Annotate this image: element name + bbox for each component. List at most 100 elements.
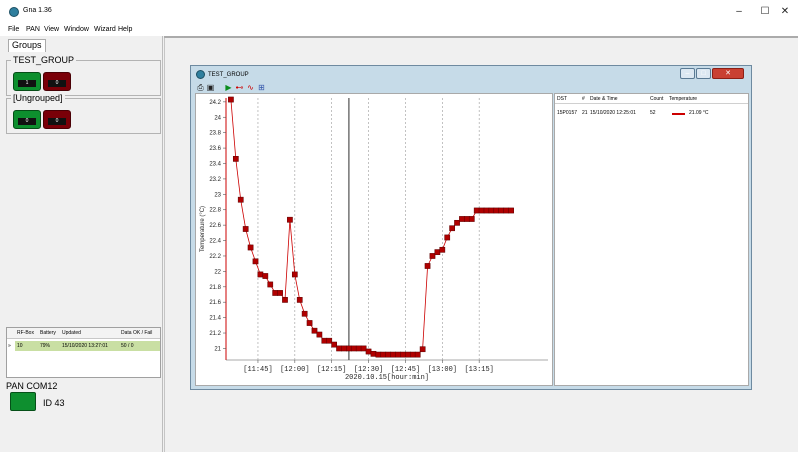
data-point	[503, 207, 510, 214]
y-tick-label: 23.8	[209, 131, 221, 137]
save-icon[interactable]: ▣	[206, 83, 215, 92]
col-dst[interactable]: DST	[557, 96, 567, 102]
chart-icon[interactable]: ⊞	[258, 83, 265, 92]
rfbox-table-header: RF-Box Battery Updated Data OK / Fail	[7, 328, 160, 339]
data-point	[247, 244, 254, 251]
data-point	[326, 337, 333, 344]
data-point	[360, 345, 367, 352]
table-row[interactable]: 15P0157 21 15/10/2020 12:25:01 52 21.09 …	[555, 108, 748, 118]
data-point	[380, 351, 387, 358]
printer-icon[interactable]: ⎙	[197, 83, 204, 92]
pan-status-tile[interactable]	[10, 392, 36, 411]
menu-file[interactable]: File	[8, 26, 20, 33]
data-point	[473, 207, 480, 214]
fail-count: 0	[48, 118, 66, 125]
group-box-ungrouped: [Ungrouped] 0 0	[6, 93, 161, 134]
data-point	[282, 297, 288, 303]
readings-table-header: DST # Date & Time Count Temperature	[555, 94, 748, 104]
table-row[interactable]: » 10 79% 15/10/2020 13:27:01 50 / 0	[7, 341, 160, 351]
close-button[interactable]: ✕	[780, 6, 790, 17]
data-point	[414, 351, 421, 358]
menu-view[interactable]: View	[44, 26, 60, 33]
data-point	[459, 216, 465, 222]
data-point	[242, 226, 249, 232]
x-tick-label: [12:00]	[280, 366, 309, 374]
group-box-test-group: TEST_GROUP 1 0	[6, 55, 161, 96]
col-num[interactable]: #	[582, 96, 585, 102]
cell-updated: 15/10/2020 13:27:01	[62, 343, 108, 349]
data-point	[341, 345, 347, 352]
app-logo-icon	[9, 7, 19, 17]
data-point	[429, 253, 436, 259]
readings-table: DST # Date & Time Count Temperature 15P0…	[554, 93, 749, 386]
data-point	[439, 246, 446, 253]
cell-data: 50 / 0	[121, 343, 134, 349]
curve-icon[interactable]: ∿	[247, 83, 254, 92]
data-point	[454, 219, 460, 226]
play-icon[interactable]: ▶	[225, 83, 232, 92]
data-point	[498, 207, 505, 214]
series-line	[230, 99, 512, 356]
chart-window-title: TEST_GROUP	[208, 72, 249, 78]
y-tick-label: 23.4	[209, 162, 221, 168]
chart-window-titlebar[interactable]: TEST_GROUP – □ ✕	[191, 66, 751, 80]
menu-wizard[interactable]: Wizard	[94, 26, 116, 33]
group-fail-tile[interactable]: 0	[43, 110, 71, 129]
col-temperature[interactable]: Temperature	[669, 96, 698, 102]
marker-line-icon[interactable]: ⊷	[235, 83, 244, 92]
data-point	[478, 207, 485, 214]
data-point	[449, 225, 455, 232]
group-fail-tile[interactable]: 0	[43, 72, 71, 91]
data-point	[346, 345, 352, 352]
app-title: Gna 1.36	[23, 7, 52, 14]
data-point	[400, 351, 406, 358]
cell-count: 52	[650, 110, 656, 116]
col-data[interactable]: Data OK / Fail	[121, 330, 153, 336]
cell-rfbox: 10	[17, 343, 23, 349]
minimize-button[interactable]: –	[736, 6, 742, 17]
data-point	[350, 345, 357, 352]
temperature-chart[interactable]: [11:45] [12:00] [12:15] [12:30] [12:45] [13:0…	[196, 94, 552, 385]
col-datetime[interactable]: Date & Time	[590, 96, 618, 102]
data-point	[306, 320, 313, 326]
x-tick-label: [13:00]	[428, 366, 457, 374]
chart-window: TEST_GROUP – □ ✕ ⎙ ▣ ▶ ⊷ ∿ ⊞ [11:45] [12:…	[190, 65, 752, 390]
col-battery[interactable]: Battery	[40, 330, 56, 336]
menu-help[interactable]: Help	[118, 26, 133, 33]
col-updated[interactable]: Updated	[62, 330, 81, 336]
chart-area[interactable]: [11:45] [12:00] [12:15] [12:30] [12:45] [13:0…	[195, 93, 553, 386]
data-point	[464, 216, 470, 222]
group-ok-tile[interactable]: 0	[13, 110, 41, 129]
pan-title: PAN COM12	[6, 381, 58, 391]
chart-close-button[interactable]: ✕	[712, 68, 744, 79]
y-axis-label: Temperature (°C)	[200, 206, 206, 252]
data-point	[405, 351, 411, 358]
y-tick-label: 23.6	[209, 146, 221, 152]
y-tick-label: 22.2	[209, 254, 221, 260]
data-point	[262, 273, 269, 279]
x-tick-label: [12:15]	[317, 366, 346, 374]
menu-window[interactable]: Window	[64, 26, 89, 33]
ok-count: 1	[18, 80, 36, 87]
groups-tab[interactable]: Groups	[8, 39, 46, 52]
chart-maximize-button[interactable]: □	[696, 68, 711, 79]
chart-toolbar: ⎙ ▣ ▶ ⊷ ∿ ⊞	[195, 82, 749, 94]
data-point	[488, 207, 495, 214]
group-ok-tile[interactable]: 1	[13, 72, 41, 91]
data-point	[252, 258, 259, 265]
data-point	[272, 290, 279, 296]
maximize-button[interactable]: ☐	[760, 6, 770, 17]
data-point	[468, 216, 475, 222]
menu-pan[interactable]: PAN	[26, 26, 40, 33]
x-axis-label: 2020.10.15[hour:min]	[345, 374, 429, 382]
col-count[interactable]: Count	[650, 96, 664, 102]
chart-minimize-button[interactable]: –	[680, 68, 695, 79]
col-rfbox[interactable]: RF-Box	[17, 330, 34, 336]
y-tick-label: 23	[214, 192, 221, 198]
row-marker: »	[8, 343, 11, 349]
series-color-swatch	[672, 113, 685, 115]
y-tick-label: 21.6	[209, 300, 221, 306]
y-tick-label: 23.2	[209, 177, 221, 183]
title-bar: Gna 1.36 – ☐ ✕	[0, 0, 798, 24]
data-point	[483, 207, 490, 214]
